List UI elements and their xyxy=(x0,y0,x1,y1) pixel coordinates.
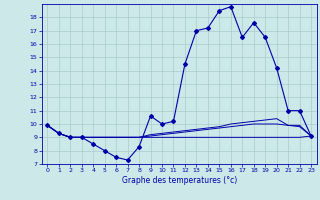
X-axis label: Graphe des temperatures (°c): Graphe des temperatures (°c) xyxy=(122,176,237,185)
